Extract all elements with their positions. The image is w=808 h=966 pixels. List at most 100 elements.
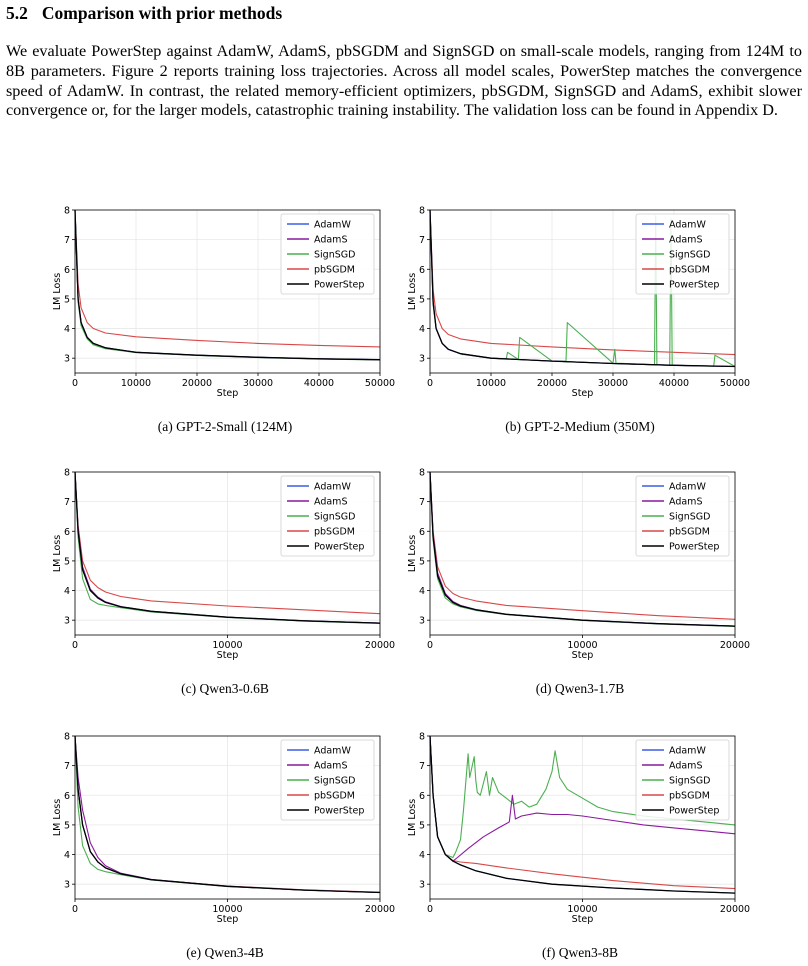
series-line-powerstep [74, 471, 381, 624]
legend-label: SignSGD [669, 512, 710, 523]
x-tick-label: 20000 [720, 640, 750, 651]
series-line-pbsgdm [429, 471, 736, 620]
legend-label: AdamS [669, 235, 702, 246]
figure-panel-f: 0 10000 20000 3 4 5 6 7 8 Step LM Loss AdamW AdamS Si… [405, 726, 755, 966]
y-tick-label: 5 [64, 556, 70, 567]
axes-frame [429, 209, 736, 374]
x-tick-label: 0 [427, 378, 433, 389]
legend-label: PowerStep [314, 542, 364, 553]
y-tick-label: 5 [64, 820, 70, 831]
x-tick-label: 20000 [720, 904, 750, 915]
caption-b: (b) GPT-2-Medium (350M) [505, 419, 655, 434]
figure-panel-d: 0 10000 20000 3 4 5 6 7 8 Step LM Loss AdamW AdamS Si… [405, 462, 755, 702]
body-paragraph: We evaluate PowerStep against AdamW, Ada… [6, 42, 802, 120]
x-tick-label: 0 [427, 640, 433, 651]
axes-frame [429, 735, 736, 900]
series-line-powerstep [74, 209, 381, 361]
legend-label: PowerStep [669, 542, 719, 553]
y-tick-label: 6 [64, 791, 70, 802]
x-tick-label: 0 [427, 904, 433, 915]
x-tick-label: 0 [72, 378, 78, 389]
y-tick-label: 8 [64, 732, 70, 743]
y-axis-label: LM Loss [407, 273, 418, 310]
x-tick-label: 10000 [476, 378, 506, 389]
y-tick-label: 8 [64, 206, 70, 217]
y-tick-label: 7 [64, 761, 70, 772]
legend-label: AdamW [669, 746, 706, 757]
chart-d: 0 10000 20000 3 4 5 6 7 8 Step LM Loss AdamW AdamS Si… [407, 468, 750, 662]
section-number: 5.2 [6, 3, 28, 23]
y-tick-label: 3 [419, 880, 425, 891]
y-tick-label: 3 [64, 354, 70, 365]
y-tick-label: 4 [419, 324, 425, 335]
legend-label: SignSGD [669, 776, 710, 787]
y-tick-label: 4 [64, 850, 70, 861]
y-tick-label: 5 [419, 556, 425, 567]
figure-panel-a: 0 10000 20000 30000 40000 50000 3 4 5 6 7 8 Step LM L… [50, 200, 400, 440]
legend-label: SignSGD [314, 776, 355, 787]
legend-label: AdamS [314, 761, 347, 772]
x-tick-label: 20000 [182, 378, 212, 389]
x-tick-label: 50000 [720, 378, 750, 389]
x-tick-label: 50000 [365, 378, 395, 389]
legend-label: SignSGD [314, 250, 355, 261]
x-tick-label: 20000 [365, 904, 395, 915]
y-tick-label: 3 [64, 616, 70, 627]
x-tick-label: 10000 [212, 904, 242, 915]
x-tick-label: 40000 [304, 378, 334, 389]
legend-label: AdamW [669, 482, 706, 493]
y-tick-label: 6 [64, 265, 70, 276]
series-line-powerstep [74, 735, 381, 894]
y-axis-label: LM Loss [52, 273, 63, 310]
legend-label: AdamW [669, 220, 706, 231]
x-axis-label: Step [572, 914, 594, 925]
x-axis-label: Step [217, 388, 239, 399]
series-line-pbsgdm [74, 471, 381, 615]
legend-label: AdamW [314, 482, 351, 493]
caption-d: (d) Qwen3-1.7B [535, 681, 625, 696]
y-tick-label: 4 [64, 586, 70, 597]
caption-a: (a) GPT-2-Small (124M) [157, 419, 293, 434]
y-tick-label: 4 [419, 850, 425, 861]
x-tick-label: 0 [72, 640, 78, 651]
chart-f: 0 10000 20000 3 4 5 6 7 8 Step LM Loss AdamW AdamS Si… [407, 732, 750, 926]
axes-frame [74, 471, 381, 636]
y-tick-label: 7 [419, 235, 425, 246]
chart-e: 0 10000 20000 3 4 5 6 7 8 Step LM Loss AdamW AdamS Si… [52, 732, 395, 926]
legend-label: pbSGDM [669, 527, 710, 538]
series-line-powerstep [429, 209, 736, 368]
caption-c: (c) Qwen3-0.6B [181, 681, 269, 696]
x-tick-label: 40000 [659, 378, 689, 389]
x-tick-label: 20000 [365, 640, 395, 651]
y-tick-label: 6 [64, 527, 70, 538]
series-line-powerstep [429, 471, 736, 627]
legend-label: SignSGD [669, 250, 710, 261]
axes-frame [429, 471, 736, 636]
y-tick-label: 6 [419, 527, 425, 538]
section-title: Comparison with prior methods [41, 3, 283, 23]
chart-a: 0 10000 20000 30000 40000 50000 3 4 5 6 7 8 Step LM L… [52, 206, 395, 400]
x-tick-label: 10000 [121, 378, 151, 389]
y-tick-label: 7 [64, 235, 70, 246]
x-axis-label: Step [572, 388, 594, 399]
y-tick-label: 3 [64, 880, 70, 891]
axes-frame [74, 209, 381, 374]
y-tick-label: 8 [419, 732, 425, 743]
legend-label: AdamS [669, 761, 702, 772]
y-tick-label: 5 [64, 294, 70, 305]
legend-label: PowerStep [669, 280, 719, 291]
y-tick-label: 4 [419, 586, 425, 597]
x-tick-label: 0 [72, 904, 78, 915]
x-tick-label: 30000 [598, 378, 628, 389]
y-tick-label: 8 [64, 468, 70, 479]
x-axis-label: Step [217, 650, 239, 661]
legend-label: AdamS [314, 235, 347, 246]
caption-f: (f) Qwen3-8B [541, 945, 619, 960]
y-tick-label: 4 [64, 324, 70, 335]
y-axis-label: LM Loss [52, 799, 63, 836]
y-tick-label: 8 [419, 206, 425, 217]
series-line-signsgd [429, 735, 736, 859]
y-axis-label: LM Loss [407, 535, 418, 572]
series-line-powerstep [429, 735, 736, 894]
